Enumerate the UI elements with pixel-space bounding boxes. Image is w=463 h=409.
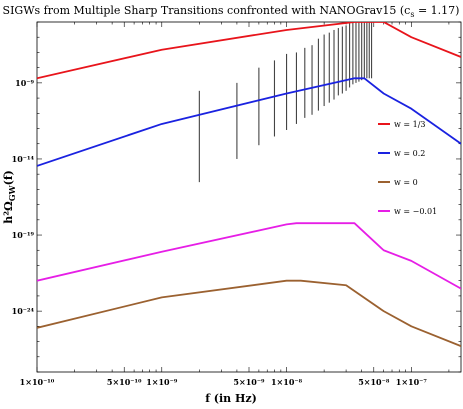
y-tick-label: 10⁻¹⁴	[12, 154, 35, 164]
x-tick-label: 5×10⁻⁹	[233, 377, 265, 387]
x-tick-labels: 1×10⁻¹⁰ 5×10⁻¹⁰ 1×10⁻⁹ 5×10⁻⁹ 1×10⁻⁸ 5×10⁻⁸ 1×…	[20, 377, 428, 387]
chart-title: SIGWs from Multiple Sharp Transitions co…	[3, 4, 460, 19]
series-line	[37, 77, 461, 167]
series-line	[37, 22, 461, 80]
legend-label: w = 0.2	[394, 149, 425, 158]
x-tick-label: 1×10⁻¹⁰	[20, 377, 55, 387]
legend-label: w = −0.01	[394, 207, 437, 216]
x-tick-label: 1×10⁻⁷	[396, 377, 428, 387]
series-lines	[37, 22, 461, 347]
legend: w = 1/3 w = 0.2 w = 0 w = −0.01	[378, 120, 437, 216]
series-line	[37, 222, 461, 290]
y-tick-label: 10⁻⁹	[15, 78, 34, 88]
legend-label: w = 1/3	[394, 120, 426, 129]
x-tick-label: 5×10⁻¹⁰	[107, 377, 142, 387]
series-line	[37, 279, 461, 347]
legend-label: w = 0	[394, 178, 418, 187]
nanograv-error-bars	[198, 22, 373, 183]
x-tick-label: 1×10⁻⁸	[271, 377, 303, 387]
axis-ticks	[36, 21, 461, 373]
x-tick-label: 5×10⁻⁸	[358, 377, 390, 387]
x-axis-label: f (in Hz)	[205, 392, 257, 405]
x-tick-label: 1×10⁻⁹	[146, 377, 178, 387]
y-tick-label: 10⁻²⁴	[12, 306, 35, 316]
y-tick-labels: 10⁻⁹ 10⁻¹⁴ 10⁻¹⁹ 10⁻²⁴	[12, 78, 35, 316]
y-tick-label: 10⁻¹⁹	[12, 230, 35, 240]
y-axis-label: h²ΩGW(f)	[2, 170, 17, 224]
